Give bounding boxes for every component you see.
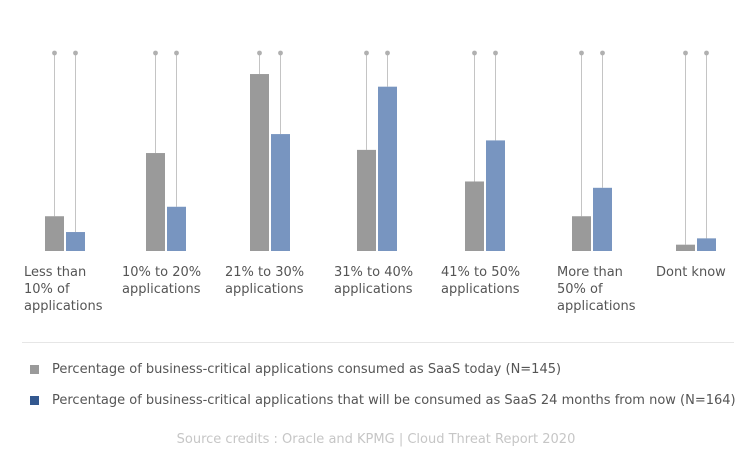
leader-dot-today-1 (153, 50, 158, 56)
category-label-line: 21% to 30% (225, 265, 305, 280)
leader-dot-today-5 (579, 50, 584, 56)
category-label-line: 41% to 50% (441, 265, 521, 280)
category-label-line: applications (122, 282, 201, 297)
legend-label-future: Percentage of business-critical applicat… (52, 393, 736, 408)
category-label-line: 31% to 40% (334, 265, 414, 280)
category-label-1: 10% to 20% applications (122, 264, 232, 298)
bar-today-1 (146, 153, 165, 251)
legend-item-future: Percentage of business-critical applicat… (30, 393, 736, 408)
bar-today-0 (45, 216, 64, 251)
category-label-line: applications (334, 282, 413, 297)
bar-future-3 (378, 86, 397, 252)
bar-today-5 (572, 216, 591, 251)
source-credits: Source credits : Oracle and KPMG | Cloud… (176, 432, 576, 447)
leader-dot-future-6 (704, 50, 709, 56)
category-label-line: applications (24, 299, 103, 314)
category-label-line: 10% of (24, 282, 70, 297)
category-label-line: applications (225, 282, 304, 297)
category-label-3: 31% to 40% applications (334, 264, 444, 298)
category-label-2: 21% to 30% applications (225, 264, 335, 298)
legend-item-today: Percentage of business-critical applicat… (30, 362, 561, 377)
bar-today-3 (357, 149, 376, 251)
category-label-6: Dont know (656, 264, 752, 281)
category-label-0: Less than 10% of applications (24, 264, 134, 315)
bar-today-2 (250, 74, 269, 251)
bar-future-6 (697, 238, 716, 251)
legend-divider (22, 342, 734, 343)
category-label-line: 10% to 20% (122, 265, 202, 280)
category-label-line: Dont know (656, 265, 726, 280)
leader-dot-future-1 (174, 50, 179, 56)
category-label-line: 50% of (557, 282, 603, 297)
leader-dot-today-0 (52, 50, 57, 56)
bar-chart (45, 50, 716, 252)
bar-today-4 (465, 181, 484, 251)
bar-today-6 (676, 244, 695, 251)
category-label-5: More than 50% of applications (557, 264, 667, 315)
legend-swatch-future (30, 396, 39, 405)
bar-future-1 (167, 206, 186, 251)
category-label-line: applications (557, 299, 636, 314)
leader-dot-future-2 (278, 50, 283, 56)
leader-dot-today-3 (364, 50, 369, 56)
leader-dot-future-4 (493, 50, 498, 56)
legend-label-today: Percentage of business-critical applicat… (52, 362, 562, 377)
leader-dot-today-2 (257, 50, 262, 56)
leader-dot-future-5 (600, 50, 605, 56)
leader-dot-future-0 (73, 50, 78, 56)
leader-dot-today-6 (683, 50, 688, 56)
category-label-line: Less than (24, 265, 87, 280)
category-label-4: 41% to 50% applications (441, 264, 551, 298)
leader-dot-future-3 (385, 50, 390, 56)
bar-future-2 (271, 134, 290, 251)
category-label-line: applications (441, 282, 520, 297)
bar-future-5 (593, 187, 612, 251)
bar-future-4 (486, 140, 505, 251)
bar-future-0 (66, 232, 85, 251)
legend-swatch-today (30, 365, 39, 374)
leader-dot-today-4 (472, 50, 477, 56)
category-label-line: More than (557, 265, 623, 280)
